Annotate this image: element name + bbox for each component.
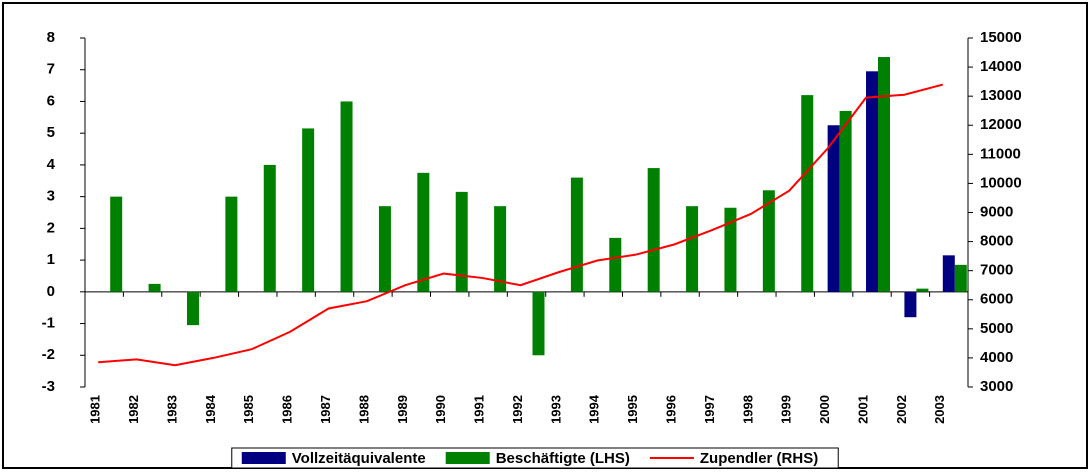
x-tick-label: 1982 — [126, 395, 141, 424]
y2-tick-label: 6000 — [980, 291, 1013, 308]
y-tick-label: 2 — [47, 219, 55, 236]
y2-tick-label: 7000 — [980, 262, 1013, 279]
y2-tick-label: 8000 — [980, 233, 1013, 250]
y2-tick-label: 5000 — [980, 320, 1013, 337]
x-tick-label: 2003 — [932, 395, 947, 424]
legend-label: Vollzeitäquivalente — [292, 450, 426, 467]
x-tick-label: 1996 — [664, 395, 679, 424]
x-tick-label: 1992 — [510, 395, 525, 424]
bar — [724, 207, 737, 292]
y2-tick-label: 12000 — [980, 116, 1022, 133]
x-tick-label: 2000 — [817, 395, 832, 424]
y-tick-label: 5 — [47, 124, 55, 141]
bar — [417, 172, 430, 292]
bar — [827, 125, 840, 292]
legend-label: Zupendler (RHS) — [700, 450, 818, 467]
y-tick-label: 4 — [47, 156, 56, 173]
bar — [916, 288, 929, 292]
y2-tick-label: 14000 — [980, 58, 1022, 75]
bar — [609, 237, 622, 292]
x-tick-label: 2001 — [855, 395, 870, 424]
bar — [686, 206, 699, 292]
y-tick-label: -2 — [42, 346, 55, 363]
bar — [225, 196, 238, 292]
x-tick-label: 1997 — [702, 395, 717, 424]
bar — [942, 255, 955, 292]
bar — [904, 291, 917, 318]
x-tick-label: 1999 — [779, 395, 794, 424]
y2-tick-label: 15000 — [980, 29, 1022, 46]
y-tick-label: -3 — [42, 378, 55, 395]
y-tick-label: 8 — [47, 29, 55, 46]
x-tick-label: 1983 — [164, 395, 179, 424]
bar — [148, 283, 161, 292]
x-tick-label: 1991 — [472, 395, 487, 424]
bar — [954, 264, 967, 292]
bar — [186, 291, 199, 326]
bar — [762, 190, 775, 292]
bar — [110, 196, 123, 292]
bar — [302, 128, 315, 292]
x-tick-label: 1984 — [203, 394, 218, 424]
bar — [839, 110, 852, 292]
y2-tick-label: 13000 — [980, 87, 1022, 104]
y-tick-label: 3 — [47, 188, 55, 205]
x-tick-label: 1990 — [433, 395, 448, 424]
bar — [878, 57, 891, 292]
legend: Vollzeitäquivalente Beschäftigte (LHS) Zup… — [231, 447, 839, 469]
bar — [494, 206, 507, 292]
x-tick-label: 1998 — [740, 395, 755, 424]
bar — [340, 101, 353, 292]
y2-tick-label: 3000 — [980, 378, 1013, 395]
y2-tick-label: 11000 — [980, 145, 1021, 162]
legend-label: Beschäftigte (LHS) — [496, 450, 630, 467]
y-tick-label: -1 — [42, 315, 55, 332]
y-tick-label: 1 — [47, 251, 55, 268]
bar — [647, 168, 660, 292]
x-tick-label: 1994 — [587, 394, 602, 424]
bar — [570, 177, 583, 292]
x-tick-label: 1993 — [548, 395, 563, 424]
bar — [455, 191, 468, 292]
y-tick-label: 6 — [47, 92, 55, 109]
x-tick-label: 1989 — [395, 395, 410, 424]
bar — [801, 95, 814, 292]
legend-swatch — [445, 452, 490, 464]
y-tick-label: 7 — [47, 61, 55, 78]
x-tick-label: 1986 — [280, 395, 295, 424]
bar — [378, 206, 391, 292]
x-tick-label: 1985 — [241, 395, 256, 424]
y-tick-label: 0 — [47, 283, 55, 300]
x-tick-label: 2002 — [894, 395, 909, 424]
bar — [263, 164, 276, 292]
x-tick-label: 1988 — [356, 395, 371, 424]
bar — [866, 71, 879, 292]
bar — [532, 291, 545, 356]
y2-tick-label: 10000 — [980, 174, 1022, 191]
line — [98, 83, 944, 367]
x-tick-label: 1981 — [88, 395, 103, 424]
y2-tick-label: 4000 — [980, 349, 1013, 366]
y2-tick-label: 9000 — [980, 203, 1013, 220]
x-tick-label: 1995 — [625, 395, 640, 424]
legend-box — [231, 447, 839, 469]
legend-swatch — [241, 452, 286, 464]
x-tick-label: 1987 — [318, 395, 333, 424]
